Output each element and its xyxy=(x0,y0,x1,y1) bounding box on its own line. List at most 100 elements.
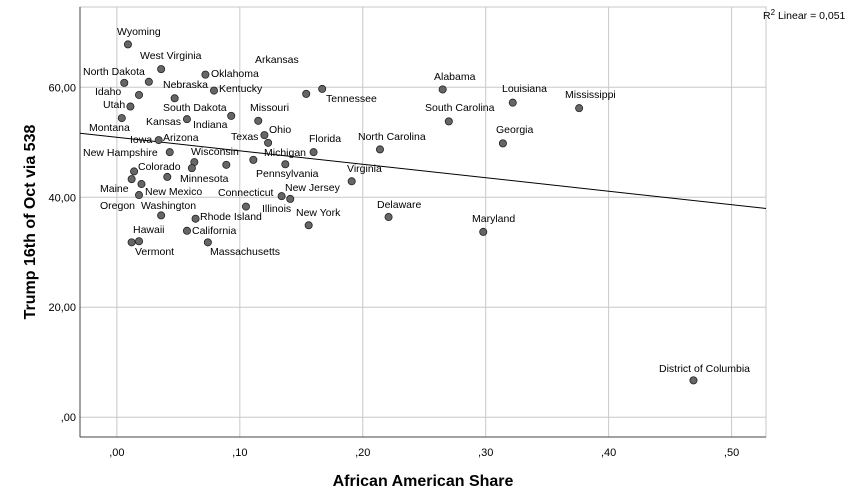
data-point xyxy=(384,213,393,222)
point-label: Pennsylvania xyxy=(256,168,319,180)
data-point xyxy=(281,160,290,169)
data-point xyxy=(135,90,144,99)
data-point xyxy=(135,191,144,200)
point-label: Oklahoma xyxy=(211,68,259,80)
y-tick-label: 60,00 xyxy=(48,82,76,94)
data-point xyxy=(127,238,136,247)
x-tick-label: ,00 xyxy=(109,447,124,459)
point-label: South Carolina xyxy=(425,102,495,114)
y-tick-label: 40,00 xyxy=(48,192,76,204)
point-label: Missouri xyxy=(250,102,289,114)
point-label: Connecticut xyxy=(218,187,274,199)
point-label: Delaware xyxy=(377,199,422,211)
point-label: New Jersey xyxy=(285,182,341,194)
data-point xyxy=(241,202,250,211)
point-label: Minnesota xyxy=(180,173,229,185)
regression-line xyxy=(79,132,767,209)
x-axis-title: African American Share xyxy=(333,473,514,490)
x-tick-labels: ,00 ,10 ,20 ,30 ,40 ,50 xyxy=(109,447,739,459)
data-point xyxy=(210,86,219,95)
gridlines xyxy=(80,7,766,437)
x-tick-label: ,20 xyxy=(355,447,370,459)
point-label: Nebraska xyxy=(163,79,208,91)
point-label: Hawaii xyxy=(133,224,165,236)
point-label: Montana xyxy=(89,122,130,134)
point-label: Maryland xyxy=(472,213,515,225)
point-label: Arizona xyxy=(163,132,199,144)
data-points xyxy=(117,40,698,385)
point-label: Indiana xyxy=(193,119,228,131)
data-point xyxy=(123,40,132,49)
data-point xyxy=(260,131,269,140)
y-axis-title: Trump 16th of Oct via 538 xyxy=(22,125,39,320)
point-label: Louisiana xyxy=(502,83,547,95)
data-point xyxy=(154,136,163,145)
point-label: Washington xyxy=(141,200,196,212)
data-point xyxy=(203,238,212,247)
data-point xyxy=(302,89,311,98)
data-point xyxy=(304,221,313,230)
data-point xyxy=(286,194,295,203)
point-label: Idaho xyxy=(95,86,121,98)
data-point xyxy=(201,70,210,79)
data-point xyxy=(689,376,698,385)
point-label: Texas xyxy=(231,131,258,143)
data-point xyxy=(120,78,129,87)
point-label: Mississippi xyxy=(565,89,616,101)
point-label: District of Columbia xyxy=(659,363,750,375)
point-label: Kansas xyxy=(146,116,181,128)
data-point xyxy=(163,172,172,181)
data-point xyxy=(117,114,126,123)
data-point xyxy=(479,227,488,236)
point-label: Rhode Island xyxy=(200,211,262,223)
point-label: New Mexico xyxy=(145,186,202,198)
data-point xyxy=(191,214,200,223)
data-point xyxy=(264,138,273,147)
y-tick-labels: ,00 20,00 40,00 60,00 xyxy=(48,82,76,424)
point-label: Alabama xyxy=(434,71,476,83)
data-point xyxy=(309,148,318,157)
data-point xyxy=(347,177,356,186)
x-tick-label: ,30 xyxy=(478,447,493,459)
data-point xyxy=(375,145,384,154)
data-point xyxy=(157,65,166,74)
data-point xyxy=(254,116,263,125)
point-label: North Carolina xyxy=(358,131,426,143)
point-label: West Virginia xyxy=(140,50,202,62)
data-point xyxy=(130,167,139,176)
y-tick-label: ,00 xyxy=(61,412,76,424)
point-label: North Dakota xyxy=(83,66,145,78)
point-label: Massachusetts xyxy=(210,246,280,258)
point-label: Kentucky xyxy=(219,83,263,95)
data-point xyxy=(318,84,327,93)
data-point xyxy=(277,192,286,201)
point-label: Utah xyxy=(103,99,125,111)
data-point xyxy=(227,111,236,120)
data-point xyxy=(249,155,258,164)
point-labels: Wyoming West Virginia North Dakota Nebraska… xyxy=(83,26,750,375)
point-label: Vermont xyxy=(135,246,174,258)
point-label: Iowa xyxy=(130,134,152,146)
data-point xyxy=(127,175,136,184)
data-point xyxy=(157,211,166,220)
data-point xyxy=(165,148,174,157)
x-tick-label: ,10 xyxy=(232,447,247,459)
point-label: New Hampshire xyxy=(83,147,158,159)
data-point xyxy=(498,139,507,148)
x-tick-label: ,40 xyxy=(601,447,616,459)
data-point xyxy=(575,104,584,113)
r2-annotation: R2 Linear = 0,051 xyxy=(763,8,846,22)
point-label: Oregon xyxy=(100,200,135,212)
point-label: South Dakota xyxy=(163,102,227,114)
point-label: New York xyxy=(296,207,341,219)
point-label: Georgia xyxy=(496,124,534,136)
point-label: Florida xyxy=(309,133,341,145)
data-point xyxy=(187,164,196,173)
data-point xyxy=(170,94,179,103)
point-label: Illinois xyxy=(262,203,291,215)
point-label: Wisconsin xyxy=(191,146,239,158)
point-label: Arkansas xyxy=(255,54,299,66)
data-point xyxy=(182,226,191,235)
data-point xyxy=(508,98,517,107)
y-tick-label: 20,00 xyxy=(48,302,76,314)
